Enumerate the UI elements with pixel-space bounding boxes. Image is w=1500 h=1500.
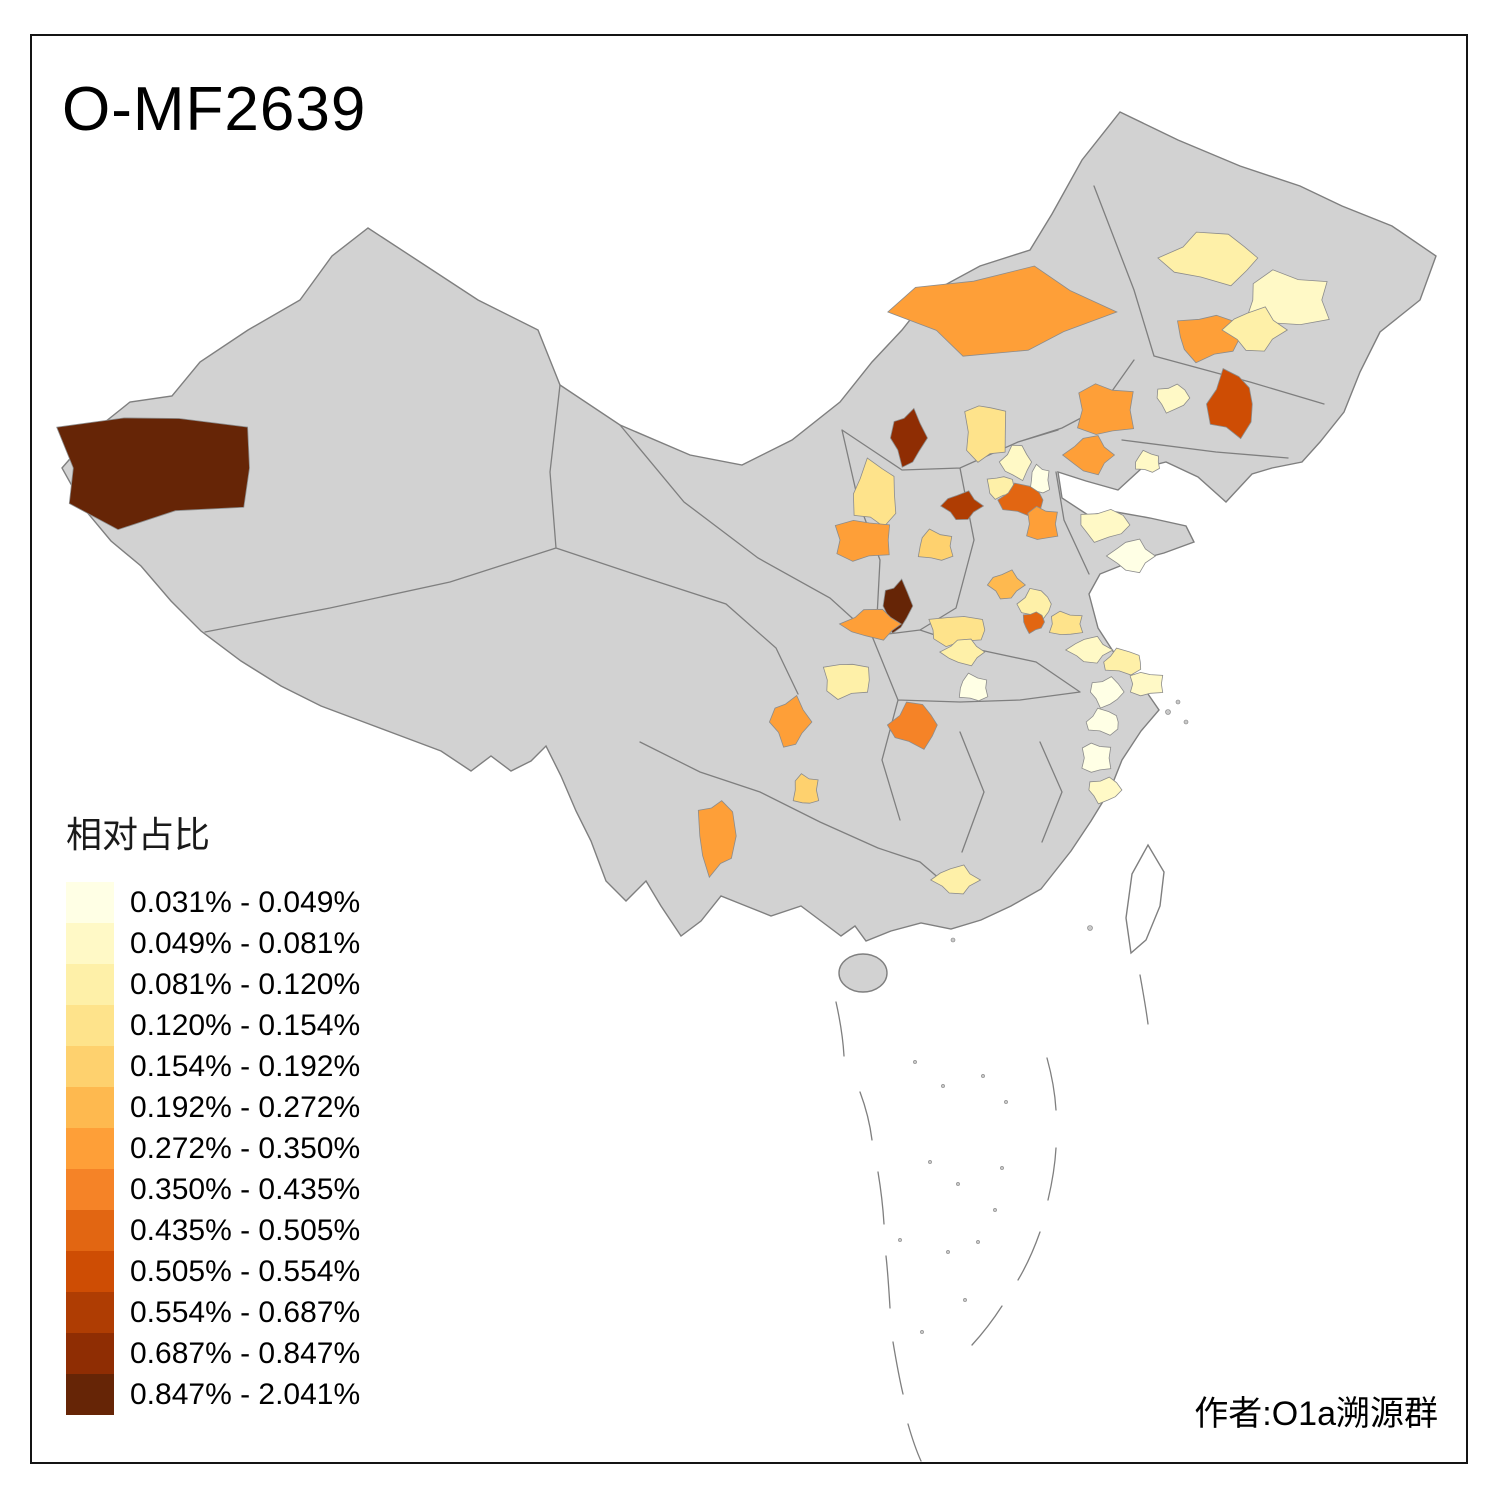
legend-label: 0.192% - 0.272% xyxy=(130,1090,361,1124)
taiwan-island xyxy=(1125,843,1165,955)
legend-swatch xyxy=(66,1251,114,1292)
map-region xyxy=(1103,647,1142,676)
map-region xyxy=(697,800,737,879)
map-region xyxy=(1029,463,1051,494)
map-region xyxy=(1206,368,1253,440)
map-region xyxy=(929,864,982,895)
map-region xyxy=(1085,707,1119,736)
legend-item: 0.272% - 0.350% xyxy=(66,1128,360,1169)
map-region xyxy=(889,407,928,468)
map-region xyxy=(1089,676,1125,709)
legend-item: 0.687% - 0.847% xyxy=(66,1333,360,1374)
legend-swatch xyxy=(66,923,114,964)
legend-item: 0.435% - 0.505% xyxy=(66,1210,360,1251)
legend-swatch xyxy=(66,1087,114,1128)
legend-label: 0.505% - 0.554% xyxy=(130,1254,361,1288)
map-region xyxy=(1156,383,1191,414)
legend-label: 0.687% - 0.847% xyxy=(130,1336,361,1370)
map-region xyxy=(917,528,954,561)
legend-label: 0.031% - 0.049% xyxy=(130,885,361,919)
legend-label: 0.154% - 0.192% xyxy=(130,1049,361,1083)
legend-swatch xyxy=(66,1374,114,1415)
map-region xyxy=(1105,538,1157,574)
map-region xyxy=(1088,776,1123,805)
attribution: 作者:O1a溯源群 xyxy=(1194,1395,1438,1433)
map-region xyxy=(886,701,938,750)
legend-item: 0.554% - 0.687% xyxy=(66,1292,360,1333)
map-region xyxy=(958,672,989,702)
legend-swatch xyxy=(66,1046,114,1087)
legend: 相对占比 0.031% - 0.049% 0.049% - 0.081% 0.0… xyxy=(66,806,360,1415)
figure-title: O-MF2639 xyxy=(62,75,367,144)
legend-swatch xyxy=(66,1292,114,1333)
map-region xyxy=(1135,449,1160,473)
map-region xyxy=(1157,231,1259,287)
map-region xyxy=(1026,505,1059,540)
legend-label: 0.272% - 0.350% xyxy=(130,1131,361,1165)
legend-item: 0.031% - 0.049% xyxy=(66,882,360,923)
map-region xyxy=(986,569,1026,600)
map-region xyxy=(1080,508,1131,543)
legend-items: 0.031% - 0.049% 0.049% - 0.081% 0.081% -… xyxy=(66,882,360,1415)
legend-label: 0.554% - 0.687% xyxy=(130,1295,361,1329)
map-region xyxy=(1022,611,1045,635)
legend-label: 0.049% - 0.081% xyxy=(130,926,361,960)
legend-item: 0.049% - 0.081% xyxy=(66,923,360,964)
map-region xyxy=(1048,610,1084,636)
legend-item: 0.192% - 0.272% xyxy=(66,1087,360,1128)
nine-dash-line xyxy=(835,974,1149,1462)
map-region xyxy=(887,265,1118,357)
legend-swatch xyxy=(66,1169,114,1210)
map-region xyxy=(939,638,986,667)
legend-item: 0.505% - 0.554% xyxy=(66,1251,360,1292)
legend-item: 0.120% - 0.154% xyxy=(66,1005,360,1046)
map-region xyxy=(940,490,985,521)
legend-label: 0.435% - 0.505% xyxy=(130,1213,361,1247)
legend-label: 0.350% - 0.435% xyxy=(130,1172,361,1206)
legend-label: 0.847% - 2.041% xyxy=(130,1377,361,1411)
map-region xyxy=(964,405,1007,463)
legend-swatch xyxy=(66,1210,114,1251)
map-region xyxy=(792,773,820,804)
legend-label: 0.081% - 0.120% xyxy=(130,967,361,1001)
legend-item: 0.350% - 0.435% xyxy=(66,1169,360,1210)
map-region xyxy=(1064,635,1114,664)
legend-swatch xyxy=(66,882,114,923)
legend-item: 0.081% - 0.120% xyxy=(66,964,360,1005)
map-region xyxy=(1081,742,1112,773)
map-region xyxy=(998,444,1033,482)
legend-item: 0.847% - 2.041% xyxy=(66,1374,360,1415)
legend-swatch xyxy=(66,964,114,1005)
coastal-islands xyxy=(898,699,1189,1334)
legend-swatch xyxy=(66,1333,114,1374)
map-region xyxy=(768,694,813,748)
map-region xyxy=(838,608,903,641)
legend-swatch xyxy=(66,1005,114,1046)
map-region xyxy=(1221,306,1289,352)
map-region xyxy=(834,519,891,562)
map-region xyxy=(852,457,897,528)
map-region xyxy=(1077,383,1135,435)
map-region xyxy=(56,417,250,531)
legend-title: 相对占比 xyxy=(66,814,211,855)
map-region xyxy=(822,663,870,700)
legend-item: 0.154% - 0.192% xyxy=(66,1046,360,1087)
hainan-island xyxy=(838,953,888,993)
map-region xyxy=(1129,671,1164,697)
legend-label: 0.120% - 0.154% xyxy=(130,1008,361,1042)
map-region xyxy=(1061,435,1116,476)
colored-regions xyxy=(56,231,1330,895)
legend-swatch xyxy=(66,1128,114,1169)
map-region xyxy=(1016,587,1052,621)
